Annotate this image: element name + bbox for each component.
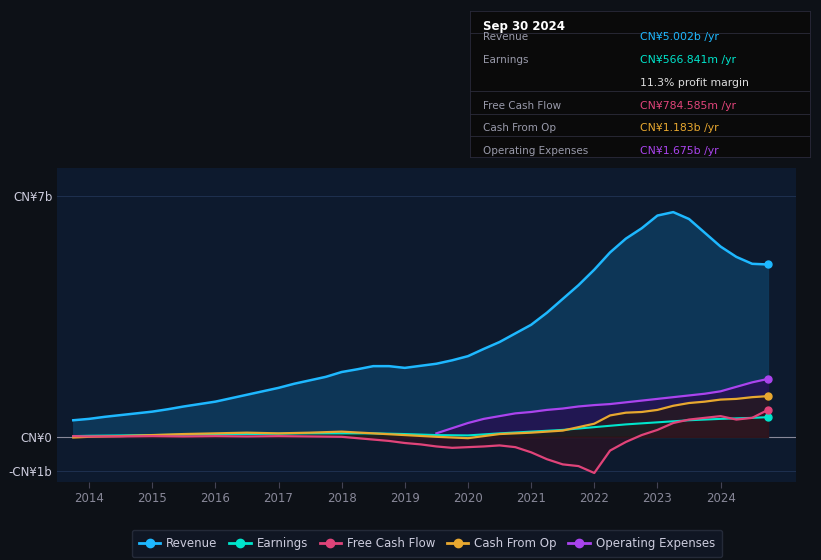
- Text: CN¥1.675b /yr: CN¥1.675b /yr: [640, 146, 718, 156]
- Text: 11.3% profit margin: 11.3% profit margin: [640, 78, 749, 88]
- Text: Revenue: Revenue: [484, 32, 529, 43]
- Text: CN¥784.585m /yr: CN¥784.585m /yr: [640, 101, 736, 110]
- Text: CN¥566.841m /yr: CN¥566.841m /yr: [640, 55, 736, 65]
- Legend: Revenue, Earnings, Free Cash Flow, Cash From Op, Operating Expenses: Revenue, Earnings, Free Cash Flow, Cash …: [132, 530, 722, 557]
- Text: Cash From Op: Cash From Op: [484, 123, 557, 133]
- Text: Free Cash Flow: Free Cash Flow: [484, 101, 562, 110]
- Text: Sep 30 2024: Sep 30 2024: [484, 20, 565, 33]
- Text: Earnings: Earnings: [484, 55, 529, 65]
- Text: CN¥1.183b /yr: CN¥1.183b /yr: [640, 123, 718, 133]
- Text: CN¥5.002b /yr: CN¥5.002b /yr: [640, 32, 719, 43]
- Text: Operating Expenses: Operating Expenses: [484, 146, 589, 156]
